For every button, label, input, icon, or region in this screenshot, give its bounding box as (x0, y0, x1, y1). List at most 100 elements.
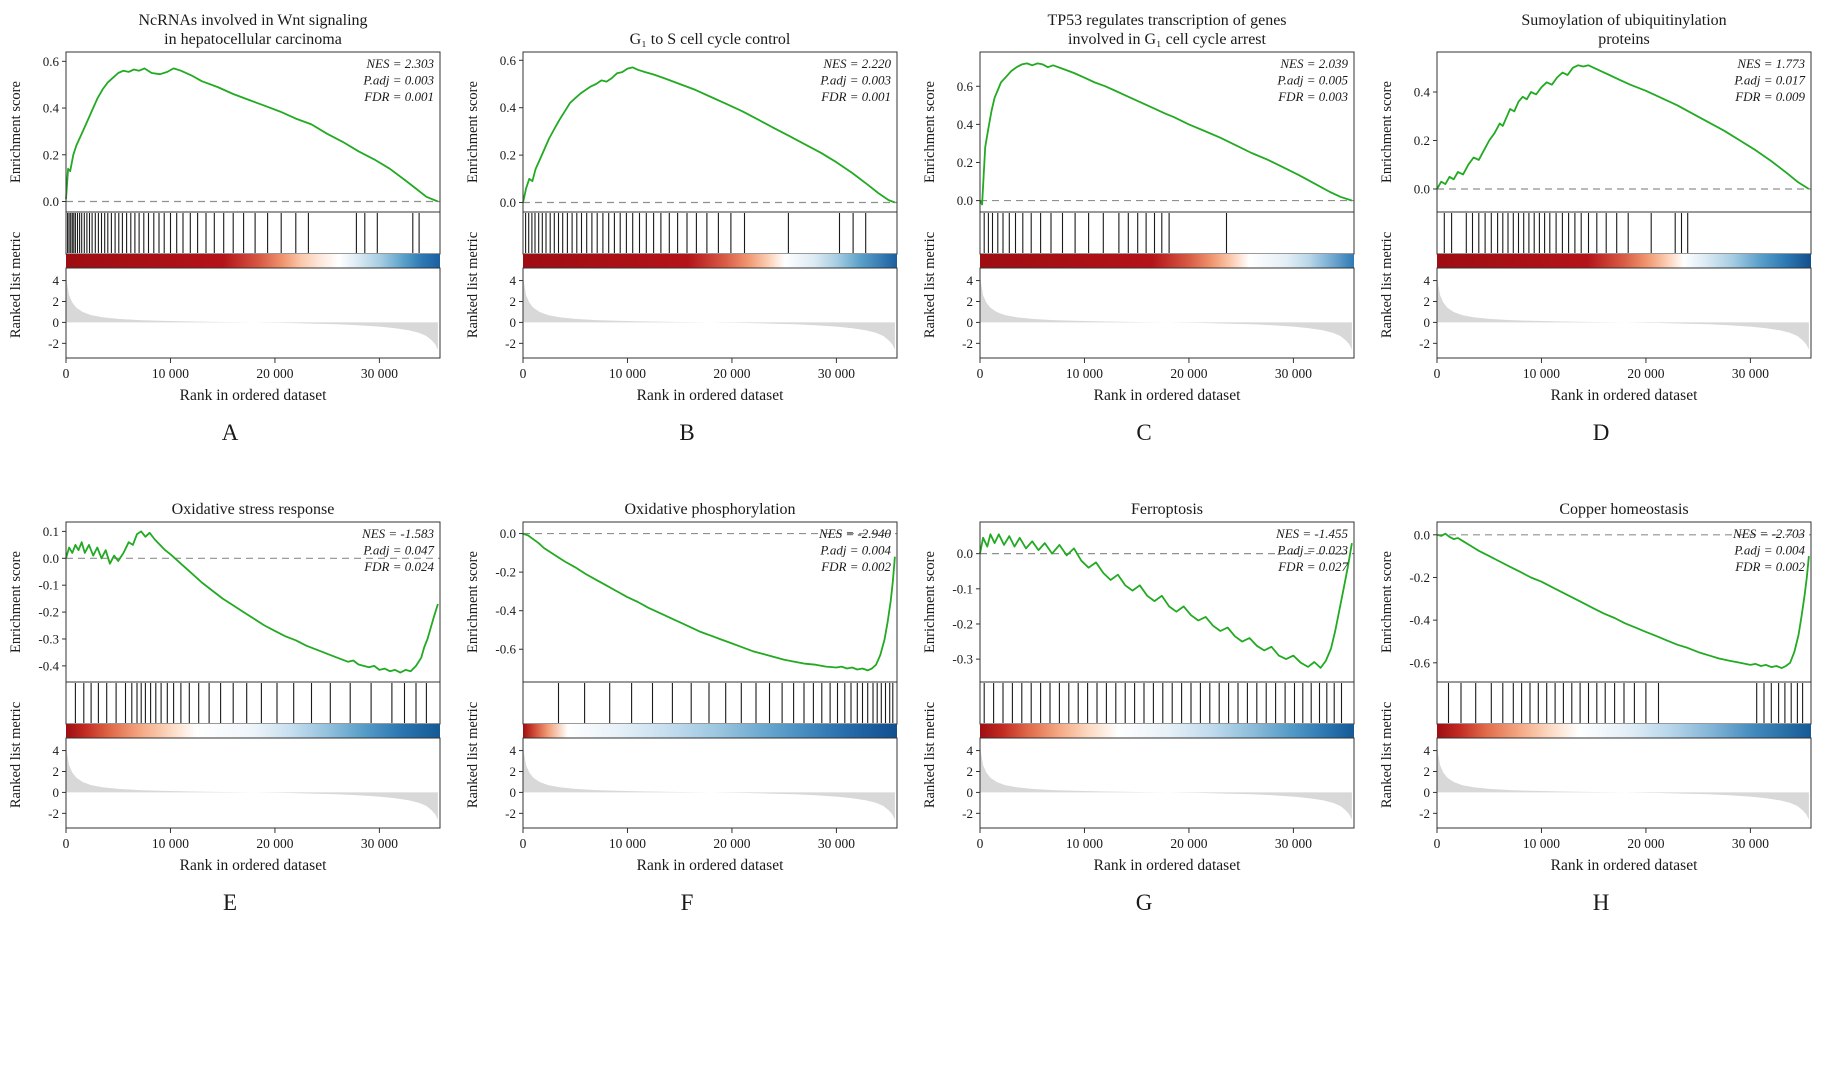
ranked-metric-area (523, 274, 895, 350)
ranked-list-metric-axis-label: Ranked list metric (465, 232, 481, 338)
x-tick-label: 0 (977, 836, 984, 851)
ranked-list-metric-axis-label: Ranked list metric (1379, 232, 1395, 338)
es-y-tick-label: 0.6 (957, 79, 974, 94)
enrichment-score-curve (522, 66, 896, 204)
rank-colorbar (1437, 724, 1811, 738)
panel-title: Ferroptosis (1131, 501, 1203, 518)
panel-title: TP53 regulates transcription of genes (1047, 12, 1286, 29)
es-y-tick-label: 0.0 (500, 526, 516, 541)
metric-y-tick-label: 2 (510, 764, 517, 779)
hits-band (979, 211, 1355, 255)
es-y-tick-label: 0.6 (500, 53, 517, 68)
es-y-tick-label: 0.0 (43, 194, 59, 209)
panel-title: Sumoylation of ubiquitinylation (1521, 12, 1726, 29)
panel-letter-E: E (222, 890, 238, 915)
metric-y-tick-label: 2 (1424, 764, 1431, 779)
metric-y-tick-label: 0 (53, 315, 60, 330)
x-tick-label: 10 000 (152, 836, 189, 851)
x-axis-label: Rank in ordered dataset (1551, 387, 1698, 404)
metric-plot-frame (979, 737, 1355, 829)
hits-band (522, 681, 898, 725)
stats-line: FDR = 0.027 (1277, 559, 1348, 574)
enrichment-score-axis-label: Enrichment score (1379, 81, 1395, 183)
metric-y-tick-label: 2 (967, 294, 974, 309)
gsea-figure-grid: NcRNAs involved in Wnt signaling in hepat… (2, 6, 1830, 916)
enrichment-score-axis-label: Enrichment score (8, 81, 24, 183)
x-axis-label: Rank in ordered dataset (1094, 857, 1241, 874)
metric-y-tick-label: 2 (53, 294, 60, 309)
es-y-tick-label: 0.4 (500, 100, 517, 115)
stats-line: P.adj = 0.003 (819, 73, 891, 88)
metric-y-tick-label: 4 (1424, 273, 1431, 288)
metric-y-tick-label: 4 (510, 743, 517, 758)
es-y-tick-label: 0.2 (1414, 133, 1430, 148)
rank-colorbar (980, 724, 1354, 738)
x-tick-label: 0 (520, 836, 527, 851)
stats-line: FDR = 0.009 (1734, 89, 1805, 104)
ranked-list-metric-axis-label: Ranked list metric (1379, 702, 1395, 808)
stats-line: NES = -2.703 (1732, 526, 1805, 541)
es-y-tick-label: -0.2 (495, 565, 516, 580)
metric-y-tick-label: 0 (510, 315, 517, 330)
x-tick-label: 20 000 (256, 836, 293, 851)
metric-plot-frame (65, 737, 441, 829)
es-y-tick-label: 0.0 (957, 546, 973, 561)
x-tick-label: 30 000 (818, 366, 855, 381)
panel-title: G₁ to S cell cycle control (630, 31, 791, 48)
x-tick-label: 30 000 (1275, 836, 1312, 851)
es-y-tick-label: -0.2 (38, 605, 59, 620)
es-y-tick-label: 0.0 (500, 195, 516, 210)
x-tick-label: 30 000 (1732, 836, 1769, 851)
stats-line: FDR = 0.001 (820, 89, 891, 104)
stats-line: P.adj = 0.004 (1733, 543, 1805, 558)
gsea-chart-G: Ferroptosis 0.0 -0.1 -0.2 -0.3 NES = -1.455 P.… (922, 501, 1355, 874)
stats-line: NES = 1.773 (1736, 56, 1805, 71)
enrichment-score-axis-label: Enrichment score (922, 81, 938, 183)
ranked-metric-area (66, 274, 438, 350)
panel-A: NcRNAs involved in Wnt signaling in hepat… (2, 6, 459, 446)
metric-y-tick-label: 2 (967, 764, 974, 779)
metric-y-tick-label: -2 (1419, 806, 1430, 821)
stats-line: NES = -2.940 (818, 526, 891, 541)
rank-colorbar (1437, 254, 1811, 268)
es-y-tick-label: -0.4 (38, 658, 59, 673)
metric-y-tick-label: 4 (967, 743, 974, 758)
stats-line: NES = 2.303 (365, 56, 434, 71)
es-y-tick-label: -0.1 (38, 578, 59, 593)
gsea-chart-E: Oxidative stress response 0.1 0.0 -0.1 -0.2 -… (8, 501, 441, 874)
gsea-chart-H: Copper homeostasis 0.0 -0.2 -0.4 -0.6 NES = -… (1379, 501, 1812, 874)
x-axis-label: Rank in ordered dataset (180, 387, 327, 404)
panel-letter-B: B (679, 420, 695, 445)
x-tick-label: 0 (520, 366, 527, 381)
x-axis-label: Rank in ordered dataset (180, 857, 327, 874)
metric-y-tick-label: -2 (48, 336, 59, 351)
x-tick-label: 0 (1434, 366, 1441, 381)
ranked-list-metric-axis-label: Ranked list metric (465, 702, 481, 808)
rank-colorbar (66, 724, 440, 738)
x-tick-label: 10 000 (1066, 836, 1103, 851)
es-y-tick-label: 0.4 (1414, 85, 1431, 100)
stats-line: NES = 2.039 (1279, 56, 1348, 71)
es-y-tick-label: 0.6 (43, 54, 60, 69)
panel-C: TP53 regulates transcription of genes inv… (916, 6, 1373, 446)
stats-line: P.adj = 0.047 (362, 543, 434, 558)
panel-H: Copper homeostasis 0.0 -0.2 -0.4 -0.6 NES = -… (1373, 476, 1830, 916)
hits-band (1436, 211, 1812, 255)
panel-title: Oxidative stress response (172, 501, 335, 518)
panel-letter-A: A (221, 420, 239, 445)
x-tick-label: 10 000 (1523, 366, 1560, 381)
metric-plot-frame (1436, 267, 1812, 359)
metric-y-tick-label: 0 (53, 785, 60, 800)
es-y-tick-label: -0.6 (495, 642, 516, 657)
ranked-list-metric-axis-label: Ranked list metric (8, 232, 24, 338)
panel-letter-G: G (1135, 890, 1153, 915)
rank-colorbar (66, 254, 440, 268)
x-tick-label: 10 000 (1066, 366, 1103, 381)
stats-line: FDR = 0.003 (1277, 89, 1348, 104)
hits-band (979, 681, 1355, 725)
es-y-tick-label: 0.0 (43, 551, 59, 566)
es-y-tick-label: -0.3 (952, 652, 973, 667)
panel-title: NcRNAs involved in Wnt signaling (138, 12, 367, 29)
gsea-chart-A: NcRNAs involved in Wnt signaling in hepat… (8, 12, 441, 404)
stats-line: FDR = 0.002 (820, 559, 891, 574)
